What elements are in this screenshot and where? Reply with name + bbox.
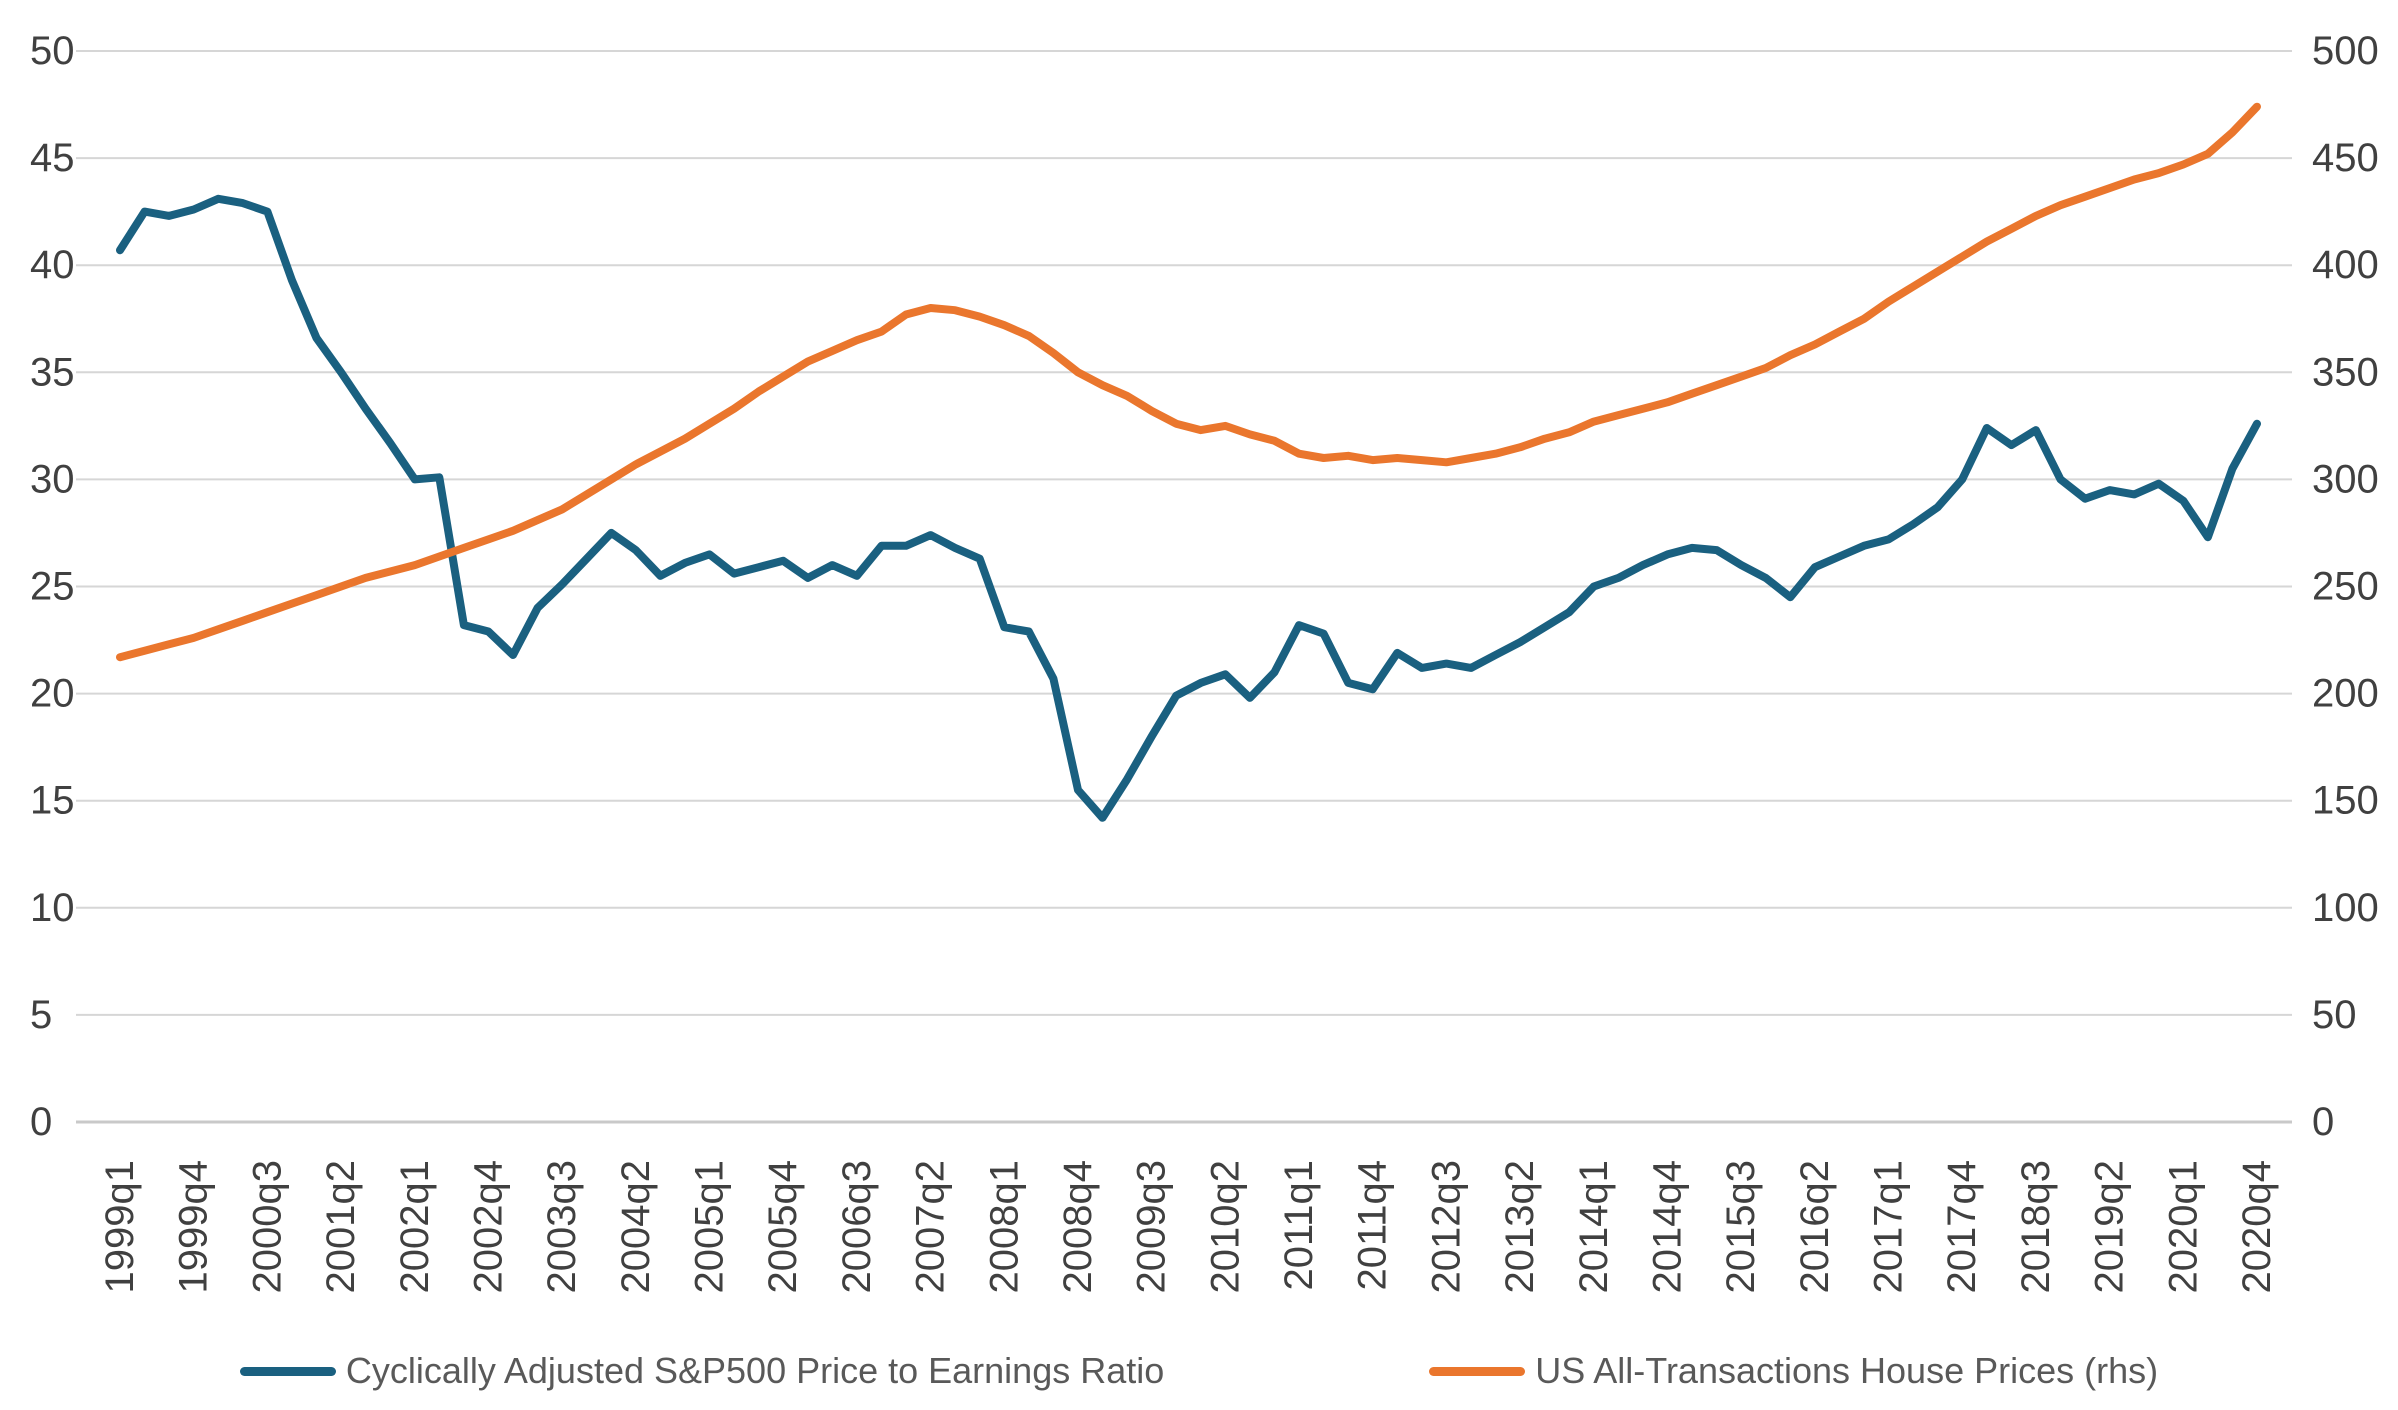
x-axis-tick-label: 2015q3 [1719,1160,1763,1293]
x-axis-tick-label: 2009q3 [1130,1160,1174,1293]
x-axis-tick-label: 2007q2 [909,1160,953,1293]
x-axis-tick-label: 2014q1 [1572,1160,1616,1293]
y-axis-left-tick-label: 35 [30,350,75,394]
x-axis-tick-label: 2019q2 [2088,1160,2132,1293]
x-axis-tick-label: 2008q4 [1056,1160,1100,1293]
y-axis-left-tick-label: 30 [30,457,75,501]
y-axis-right-tick-label: 250 [2312,565,2379,609]
x-axis-tick-label: 2005q4 [761,1160,805,1293]
y-axis-right-tick-label: 400 [2312,243,2379,287]
y-axis-right-tick-label: 50 [2312,993,2357,1037]
y-axis-left-tick-label: 20 [30,672,75,716]
y-axis-left-tick-label: 25 [30,565,75,609]
x-axis-tick-label: 2020q4 [2235,1160,2279,1293]
y-axis-right-tick-label: 100 [2312,886,2379,930]
x-axis-tick-label: 2001q2 [319,1160,363,1293]
x-axis-tick-label: 2017q4 [1940,1160,1984,1293]
y-axis-left-tick-label: 5 [30,993,52,1037]
y-axis-left-tick-label: 10 [30,886,75,930]
x-axis-tick-label: 2005q1 [688,1160,732,1293]
x-axis-tick-label: 1999q1 [98,1160,142,1293]
y-axis-right-tick-label: 500 [2312,29,2379,73]
y-axis-left-tick-label: 45 [30,136,75,180]
x-axis-tick-label: 2008q1 [982,1160,1026,1293]
x-axis-tick-label: 2018q3 [2014,1160,2058,1293]
x-axis-tick-label: 1999q4 [172,1160,216,1293]
y-axis-right-tick-label: 150 [2312,779,2379,823]
x-axis-tick-label: 2011q4 [1351,1160,1395,1291]
y-axis-left-tick-label: 40 [30,243,75,287]
x-axis-tick-label: 2003q3 [540,1160,584,1293]
y-axis-right-tick-label: 300 [2312,457,2379,501]
x-axis-tick-label: 2013q2 [1498,1160,1542,1293]
x-axis-tick-label: 2011q1 [1277,1160,1321,1291]
y-axis-right-tick-label: 350 [2312,350,2379,394]
x-axis-tick-label: 2000q3 [245,1160,289,1293]
x-axis-tick-label: 2012q3 [1424,1160,1468,1293]
y-axis-left-tick-label: 0 [30,1100,52,1144]
x-axis-tick-label: 2017q1 [1867,1160,1911,1293]
x-axis-tick-label: 2016q2 [1793,1160,1837,1293]
y-axis-right-tick-label: 200 [2312,672,2379,716]
x-axis-tick-label: 2020q1 [2161,1160,2205,1293]
x-axis-tick-label: 2014q4 [1645,1160,1689,1293]
cape-line-series [116,194,2261,822]
y-axis-right-tick-label: 0 [2312,1100,2334,1144]
x-axis-tick-label: 2006q3 [835,1160,879,1293]
y-axis-right-tick-label: 450 [2312,136,2379,180]
y-axis-left-tick-label: 50 [30,29,75,73]
house-prices-line-series [116,102,2261,662]
x-axis-tick-label: 2010q2 [1203,1160,1247,1293]
x-axis-tick-label: 2002q4 [466,1160,510,1293]
x-axis-tick-label: 2004q2 [614,1160,658,1293]
x-axis-tick-label: 2002q1 [393,1160,437,1293]
y-axis-left-tick-label: 15 [30,779,75,823]
